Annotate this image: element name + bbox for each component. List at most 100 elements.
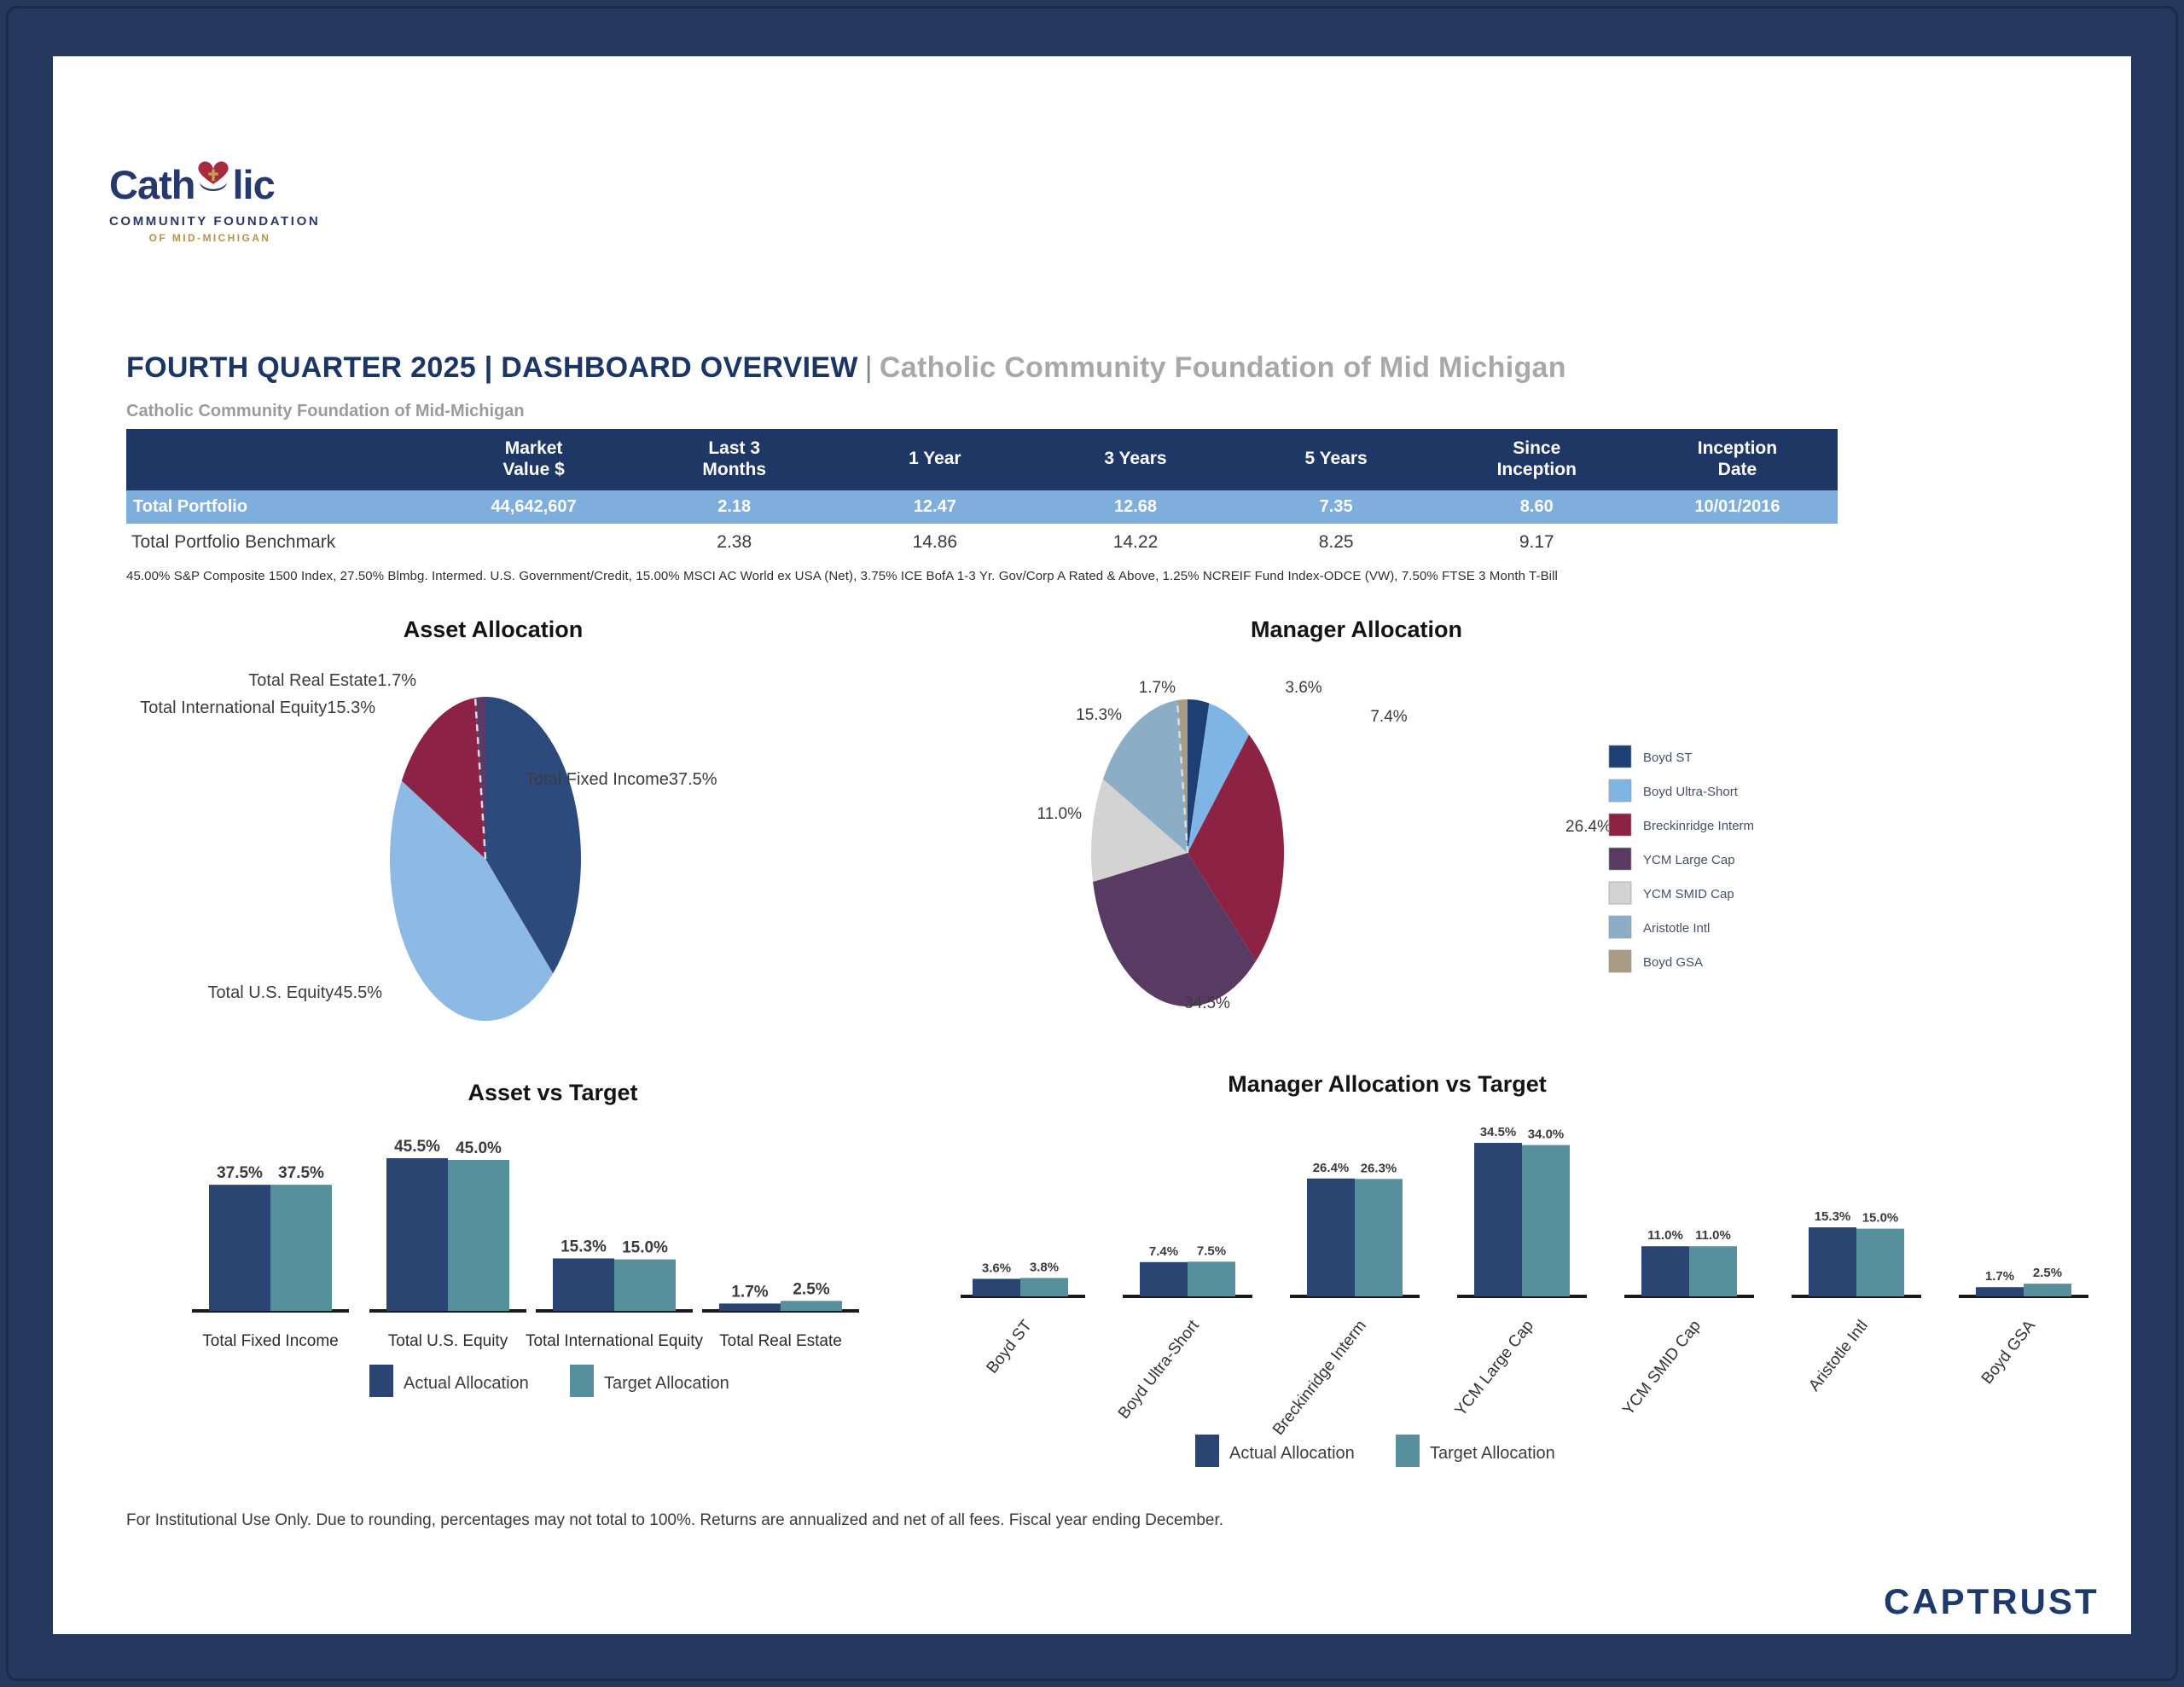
benchmark-footnote: 45.00% S&P Composite 1500 Index, 27.50% … [126, 568, 1558, 583]
legend-label-4: YCM SMID Cap [1643, 887, 1734, 901]
bar-value-label: 15.3% [561, 1238, 607, 1255]
bar-value-label: 34.0% [1528, 1128, 1565, 1142]
legend-label-1: Target Allocation [1430, 1444, 1555, 1463]
legend-label-2: Breckinridge Interm [1643, 819, 1754, 833]
pie-label-5: 15.3% [1076, 706, 1122, 724]
category-label: YCM SMID Cap [1619, 1317, 1705, 1418]
asset-vs-target-bars: 37.5% 37.5% Total Fixed Income 45.5% 45.0% To… [192, 1138, 859, 1397]
bar-value-label: 15.0% [622, 1239, 668, 1257]
table-header-row: Market Value $ Last 3 Months 1 Year 3 Ye… [126, 429, 1838, 490]
legend-label-5: Aristotle Intl [1643, 921, 1710, 936]
pie-slice-1 [390, 780, 554, 1021]
bar-value-label: 37.5% [278, 1164, 324, 1182]
disclaimer-text: For Institutional Use Only. Due to round… [126, 1511, 1224, 1529]
bar-Total U.S. Equity-Target Allocation [448, 1159, 509, 1311]
category-label: Total International Equity [526, 1332, 704, 1350]
category-label: YCM Large Cap [1452, 1317, 1537, 1419]
legend-label-6: Boyd GSA [1643, 955, 1703, 970]
performance-table: Market Value $ Last 3 Months 1 Year 3 Ye… [126, 429, 1838, 561]
bar-Aristotle Intl-Actual Allocation [1809, 1227, 1856, 1296]
bar-YCM Large Cap-Actual Allocation [1474, 1142, 1522, 1296]
table-cell: 12.47 [834, 490, 1036, 524]
bar-value-label: 2.5% [2033, 1266, 2062, 1280]
asset-allocation-chart: Asset Allocation Total Fixed Income37.5%… [126, 602, 860, 1070]
logo-word-prefix: Cath [109, 162, 195, 207]
col-header-blank [126, 429, 433, 490]
heart-hands-icon [195, 157, 232, 212]
table-cell: 2.18 [634, 490, 835, 524]
pie-slice-0 [1188, 699, 1210, 853]
legend-swatch-1 [570, 1365, 594, 1397]
legend-swatch-0 [1608, 745, 1632, 768]
bar-value-label: 3.8% [1030, 1260, 1059, 1274]
bar-value-label: 2.5% [793, 1280, 829, 1298]
catholic-foundation-logo: Cath lic COMMUNITY FOUNDATION OF MID-MIC… [109, 157, 365, 244]
bar-value-label: 45.0% [456, 1139, 502, 1157]
captrust-logo: CAPTRUST [1884, 1581, 2100, 1621]
pie-slice-1 [1188, 703, 1250, 853]
col-header-3-years: 3 Years [1035, 429, 1236, 490]
manager-vs-target-chart: Manager Allocation vs Target 3.6% 3.8% Boy… [956, 1054, 2131, 1493]
pie-label-0: Total Fixed Income37.5% [526, 770, 717, 789]
table-cell: 8.25 [1318, 531, 1354, 552]
bar-value-label: 11.0% [1647, 1228, 1683, 1243]
col-header-last-3-months: Last 3 Months [634, 429, 835, 490]
pie-slice-2 [1188, 734, 1284, 961]
bar-value-label: 15.3% [1815, 1209, 1851, 1224]
category-label: Boyd Ultra-Short [1115, 1317, 1203, 1423]
bar-Total Real Estate-Target Allocation [781, 1301, 842, 1311]
bar-Boyd ST-Actual Allocation [973, 1278, 1020, 1296]
bar-Total Real Estate-Actual Allocation [719, 1303, 781, 1311]
page-title: FOURTH QUARTER 2025 | DASHBOARD OVERVIEW… [126, 351, 2003, 385]
bar-value-label: 11.0% [1695, 1228, 1731, 1243]
logo-wordmark: Cath lic [109, 157, 365, 212]
legend-label-0: Actual Allocation [1229, 1444, 1355, 1463]
bar-value-label: 1.7% [731, 1283, 768, 1301]
legend-label-0: Actual Allocation [404, 1374, 529, 1393]
logo-subline: COMMUNITY FOUNDATION [109, 214, 321, 229]
pie-slice-5 [1102, 700, 1188, 853]
category-label: Boyd GSA [1978, 1317, 2039, 1388]
report-subtitle: Catholic Community Foundation of Mid-Mic… [126, 402, 525, 420]
legend-swatch-2 [1608, 813, 1632, 837]
bar-YCM Large Cap-Target Allocation [1522, 1145, 1570, 1296]
target-dash-marker [473, 698, 487, 860]
title-block: FOURTH QUARTER 2025 | DASHBOARD OVERVIEW… [126, 351, 2003, 421]
chart-title: Manager Allocation [1250, 617, 1463, 642]
bar-value-label: 1.7% [1985, 1269, 2014, 1284]
table-cell [433, 524, 634, 561]
table-cell: 10/01/2016 [1636, 490, 1838, 524]
bar-Aristotle Intl-Target Allocation [1856, 1228, 1904, 1296]
table-cell: Total Portfolio [126, 490, 433, 524]
pie-label-2: 26.4% [1565, 818, 1612, 836]
bar-Boyd GSA-Target Allocation [2024, 1284, 2071, 1296]
category-label: Boyd ST [984, 1317, 1037, 1377]
title-quarter: FOURTH QUARTER 2025 | DASHBOARD OVERVIEW [126, 351, 858, 384]
bar-Boyd Ultra-Short-Target Allocation [1188, 1261, 1235, 1296]
legend-label-1: Target Allocation [604, 1374, 729, 1393]
bar-value-label: 15.0% [1862, 1211, 1899, 1226]
bar-YCM SMID Cap-Target Allocation [1689, 1246, 1737, 1296]
category-label: Total Fixed Income [202, 1332, 338, 1350]
legend-swatch-3 [1608, 847, 1632, 871]
table-cell: 14.22 [1112, 531, 1159, 552]
pie-label-0: 3.6% [1285, 679, 1321, 697]
legend-swatch-4 [1608, 881, 1632, 905]
title-client: Catholic Community Foundation of Mid Mic… [879, 351, 1566, 384]
bar-Total U.S. Equity-Actual Allocation [386, 1158, 448, 1311]
pie-label-1: 7.4% [1370, 708, 1407, 726]
chart-title: Manager Allocation vs Target [1228, 1071, 1547, 1097]
category-label: Total U.S. Equity [388, 1332, 508, 1350]
bar-Total Fixed Income-Target Allocation [270, 1185, 332, 1311]
logo-word-suffix: lic [232, 162, 275, 207]
pie-label-4: 11.0% [1037, 805, 1083, 823]
chart-title: Asset vs Target [468, 1080, 638, 1105]
pie-slice-2 [401, 698, 485, 859]
table-cell: 14.86 [912, 531, 958, 552]
legend-swatch-6 [1608, 949, 1632, 973]
legend-label-0: Boyd ST [1643, 751, 1693, 765]
chart-title: Asset Allocation [403, 617, 584, 642]
col-header-market-value: Market Value $ [433, 429, 635, 490]
pie-label-3: Total Real Estate1.7% [248, 671, 416, 690]
pie-label-1: Total U.S. Equity45.5% [207, 983, 382, 1002]
